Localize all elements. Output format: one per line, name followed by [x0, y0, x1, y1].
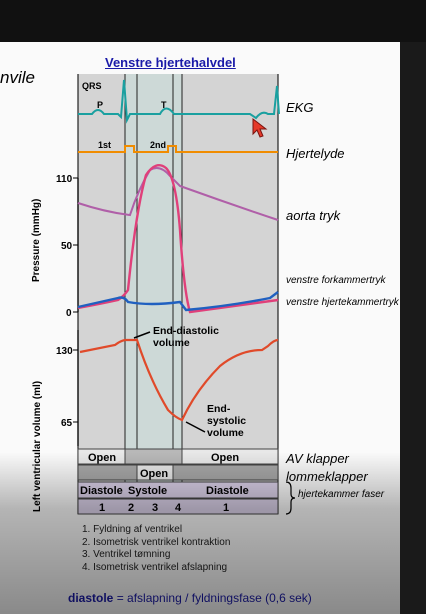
phase-number-3: 3 [152, 502, 158, 514]
end-diastolic-label-line2: volume [153, 337, 190, 349]
phases-side-label: hjertekammer faser [298, 489, 385, 500]
end-systolic-label-line3: volume [207, 427, 244, 439]
phase-number-row [77, 498, 279, 515]
ventricle-side-label: venstre hjertekammertryk [286, 297, 399, 308]
pressure-axis-label: Pressure (mmHg) [31, 199, 42, 282]
end-systolic-label-line2: systolic [207, 415, 246, 427]
t-wave-label: T [161, 100, 167, 110]
ventricle-pressure-curve [77, 164, 279, 314]
pocket-valve-row [77, 464, 279, 481]
qrs-label: QRS [82, 81, 102, 91]
pocket-open-label: Open [140, 468, 168, 480]
pressure-tick-label-50: 50 [61, 241, 73, 252]
p-wave-label: P [97, 100, 103, 110]
volume-tick-label-130: 130 [56, 346, 73, 357]
pocket-valves-side-label: lommeklapper [286, 469, 368, 484]
aorta-side-label: aorta tryk [286, 208, 341, 223]
av-valve-closed [124, 448, 183, 465]
phase-list-item-2: 2. Isometrisk ventrikel kontraktion [82, 536, 231, 548]
partial-slide-text: nvile [0, 68, 35, 87]
ekg-side-label: EKG [286, 100, 314, 115]
phase-list-item-4: 4. Isometrisk ventrikel afslapning [82, 561, 228, 573]
phase-name-row [77, 481, 279, 499]
diagram-title: Venstre hjertehalvdel [105, 55, 236, 70]
av-open-right: Open [211, 452, 239, 464]
av-open-left: Open [88, 452, 116, 464]
volume-curve [79, 338, 279, 422]
heart-sound-side-label: Hjertelyde [286, 146, 345, 161]
phase-name-diastole-2: Diastole [206, 485, 249, 497]
atrium-pressure-curve [77, 291, 279, 312]
phase-list: 1. Fyldning af ventrikel 2. Isometrisk v… [82, 524, 230, 574]
pressure-tick-label-110: 110 [56, 174, 73, 185]
second-sound-label: 2nd [150, 140, 166, 150]
phase-number-1b: 1 [223, 502, 229, 514]
phase-list-item-1: 1. Fyldning af ventrikel [82, 524, 183, 535]
phase-number-4: 4 [175, 502, 182, 514]
phase-number-2: 2 [128, 502, 134, 514]
right-dark-edge [400, 42, 426, 614]
end-systolic-label-line1: End- [207, 403, 231, 415]
phase-name-systole: Systole [128, 485, 167, 497]
end-systolic-pointer [185, 421, 206, 433]
aorta-pressure-curve [77, 167, 279, 221]
phases-brace [285, 481, 296, 515]
end-diastolic-label-line1: End-diastolic [153, 325, 219, 337]
pressure-tick-label-0: 0 [66, 308, 72, 319]
heart-sound-trace [78, 145, 278, 153]
volume-axis-label: Left ventricular volume (ml) [32, 381, 43, 512]
ekg-trace [78, 79, 280, 124]
volume-tick-label-65: 65 [61, 418, 73, 429]
pocket-valve-open [136, 464, 174, 481]
phase-list-item-3: 3. Ventrikel tømning [82, 549, 171, 560]
phase-number-1a: 1 [99, 502, 105, 514]
end-diastolic-pointer [133, 331, 151, 339]
footer-rest: = afslapning / fyldningsfase (0,6 sek) [113, 591, 312, 605]
phase-name-diastole-1: Diastole [80, 485, 123, 497]
footer-definition: diastole = afslapning / fyldningsfase (0… [68, 591, 312, 605]
atrium-side-label: venstre forkammertryk [286, 275, 386, 286]
footer-term: diastole [68, 591, 114, 605]
first-sound-label: 1st [98, 140, 111, 150]
av-valves-side-label: AV klapper [286, 451, 349, 466]
mouse-cursor-icon [252, 117, 268, 138]
